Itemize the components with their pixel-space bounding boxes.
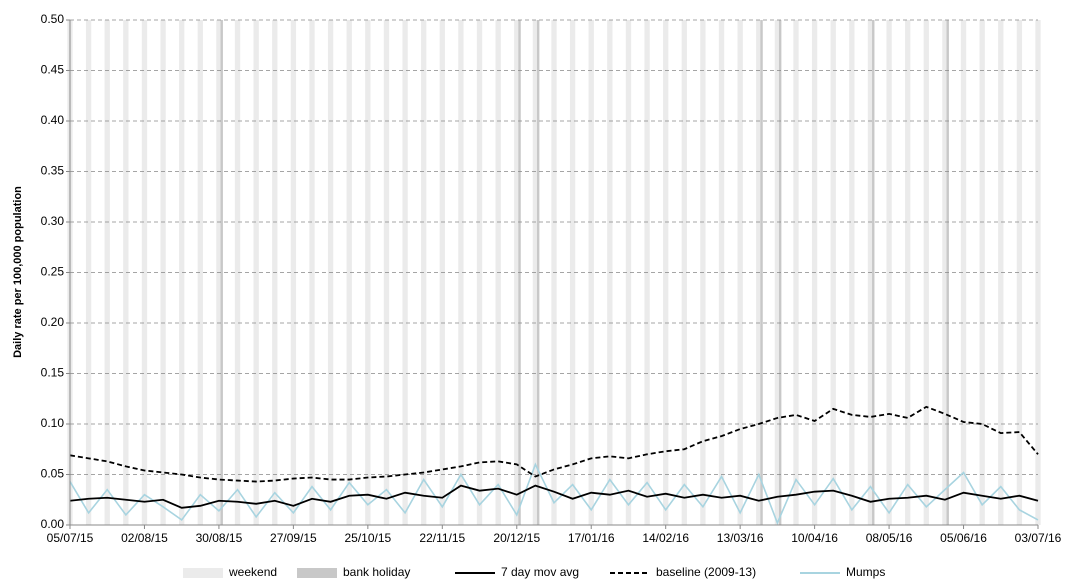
y-tick-label: 0.50 bbox=[41, 12, 65, 26]
x-tick-label: 05/07/15 bbox=[47, 531, 94, 545]
x-tick-label: 13/03/16 bbox=[717, 531, 764, 545]
y-tick-label: 0.35 bbox=[41, 164, 65, 178]
y-axis-label: Daily rate per 100,000 population bbox=[12, 186, 24, 358]
weekend-band bbox=[849, 20, 855, 525]
legend-label: 7 day mov avg bbox=[501, 565, 579, 579]
weekend-band bbox=[141, 20, 148, 525]
x-tick-label: 03/07/16 bbox=[1015, 531, 1062, 545]
weekend-band bbox=[402, 20, 408, 525]
weekend-band bbox=[458, 20, 464, 525]
weekend-band bbox=[346, 20, 352, 525]
weekend-band bbox=[253, 20, 259, 525]
y-tick-label: 0.10 bbox=[41, 416, 65, 430]
legend-label: weekend bbox=[228, 565, 277, 579]
weekend-band bbox=[793, 20, 799, 525]
weekend-band bbox=[197, 20, 203, 525]
bank-holiday-band bbox=[220, 20, 223, 525]
series-line bbox=[69, 484, 1039, 509]
legend-swatch bbox=[183, 568, 223, 578]
y-tick-label: 0.25 bbox=[41, 265, 65, 279]
x-tick-label: 10/04/16 bbox=[791, 531, 838, 545]
weekend-band bbox=[960, 20, 967, 525]
y-tick-label: 0.00 bbox=[41, 517, 65, 531]
y-tick-label: 0.20 bbox=[41, 315, 65, 329]
weekend-band bbox=[737, 20, 743, 525]
weekend-band bbox=[681, 20, 687, 525]
x-tick-label: 08/05/16 bbox=[866, 531, 913, 545]
y-tick-label: 0.05 bbox=[41, 467, 65, 481]
legend-swatch bbox=[297, 568, 337, 578]
x-tick-label: 14/02/16 bbox=[642, 531, 689, 545]
bank-holiday-band bbox=[760, 20, 763, 525]
axes: 0.00 0.05 0.10 0.15 0.20 0.25 0.30 0.35 0.40 0.45… bbox=[41, 12, 1062, 545]
legend-label: bank holiday bbox=[343, 565, 410, 579]
weekend-band bbox=[625, 20, 632, 525]
weekend-band bbox=[942, 20, 948, 525]
y-tick-label: 0.40 bbox=[41, 113, 65, 127]
x-tick-label: 30/08/15 bbox=[196, 531, 243, 545]
x-tick-label: 02/08/15 bbox=[121, 531, 168, 545]
y-tick-label: 0.30 bbox=[41, 214, 65, 228]
weekend-band bbox=[905, 20, 911, 525]
y-tick-label: 0.45 bbox=[41, 63, 65, 77]
series-line bbox=[69, 462, 1039, 526]
bank-holiday-band bbox=[872, 20, 875, 525]
y-tick-label: 0.15 bbox=[41, 366, 65, 380]
weekend-band bbox=[1016, 20, 1023, 525]
x-tick-label: 22/11/15 bbox=[419, 531, 465, 545]
x-tick-label: 05/06/16 bbox=[940, 531, 987, 545]
weekend-band bbox=[998, 20, 1004, 525]
weekend-band bbox=[85, 20, 92, 525]
x-tick-label: 17/01/16 bbox=[568, 531, 615, 545]
grid bbox=[70, 19, 1038, 475]
x-tick-label: 27/09/15 bbox=[270, 531, 317, 545]
legend-label: baseline (2009-13) bbox=[656, 565, 756, 579]
x-tick-label: 20/12/15 bbox=[493, 531, 540, 545]
x-tick-label: 25/10/15 bbox=[344, 531, 391, 545]
bank-holiday-band bbox=[536, 20, 540, 525]
series-line bbox=[69, 405, 1039, 483]
weekend-band bbox=[234, 20, 241, 525]
weekend-band bbox=[123, 20, 129, 525]
weekend-band bbox=[569, 20, 576, 525]
legend-label: Mumps bbox=[846, 565, 885, 579]
weekend-band bbox=[290, 20, 297, 525]
weekend-band bbox=[179, 20, 185, 525]
lines bbox=[69, 405, 1039, 526]
weekend-band bbox=[514, 20, 520, 525]
